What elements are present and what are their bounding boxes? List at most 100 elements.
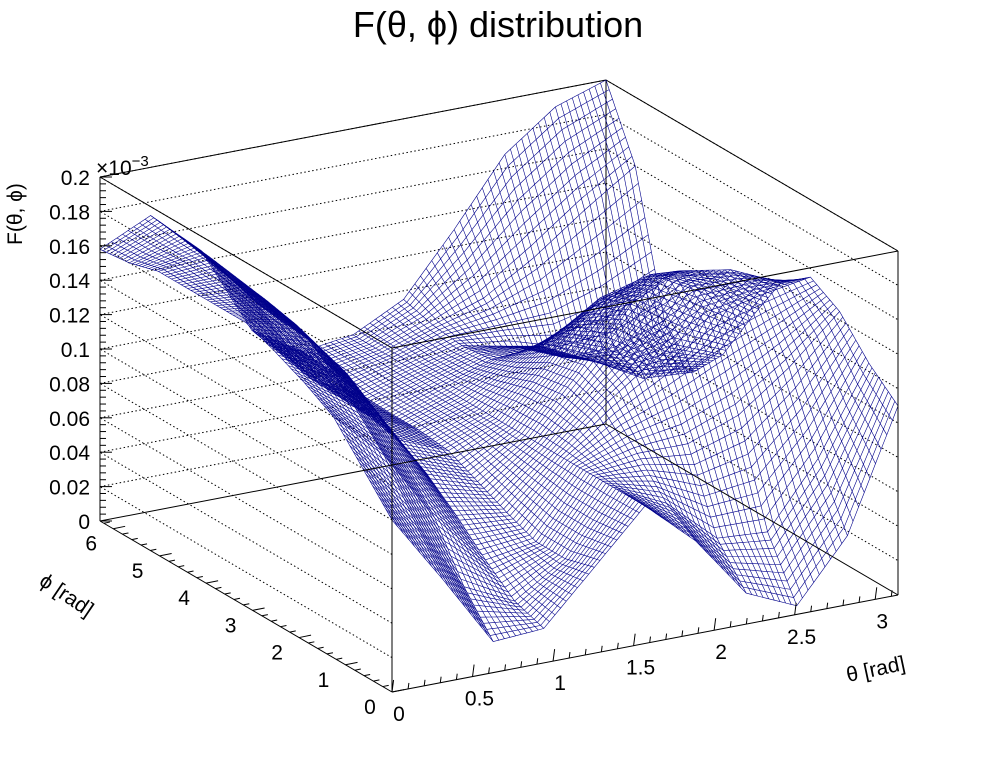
x-tick-label: 3	[876, 610, 888, 633]
z-exponent-text: −3	[132, 153, 149, 170]
z-gridline-right	[605, 148, 899, 321]
y-tick	[252, 607, 265, 611]
z-tick-label: 0.18	[49, 201, 90, 224]
x-tick	[472, 664, 475, 677]
box-back-bottom-edge	[99, 423, 607, 522]
y-tick-label: 1	[318, 669, 330, 692]
z-tick-label: 0.2	[61, 167, 90, 190]
mesh-line-theta	[324, 343, 618, 541]
mesh-line-theta	[453, 229, 747, 594]
y-tick	[317, 646, 324, 649]
x-tick	[568, 651, 571, 659]
y-tick	[103, 521, 110, 524]
z-gridline-back	[99, 354, 607, 453]
mesh-line-theta	[397, 303, 691, 538]
z-gridlines	[99, 79, 899, 659]
mesh-line-theta	[139, 222, 432, 567]
z-axis-title: F(θ, ϕ)	[4, 183, 27, 245]
mesh-line-theta	[600, 82, 893, 421]
z-tick-label: 0.02	[49, 477, 90, 500]
x-tick	[520, 661, 523, 668]
z-gridline-back	[99, 320, 607, 419]
x-tick	[874, 587, 878, 600]
x-tick-label: 1.5	[626, 657, 655, 680]
y-tick-label: 0	[364, 696, 376, 719]
mesh-line-phi	[99, 79, 607, 352]
mesh-line-phi	[106, 98, 613, 357]
mesh-line-theta	[583, 91, 876, 464]
axis-ticks	[100, 176, 893, 693]
z-gridline-right	[605, 251, 899, 424]
mesh-line-theta	[588, 88, 882, 450]
x-tick-label: 0	[393, 703, 405, 726]
mesh-line-theta	[572, 97, 865, 493]
y-tick	[373, 679, 380, 682]
x-tick	[407, 682, 410, 689]
mesh-line-theta	[262, 334, 556, 616]
y-tick	[280, 624, 287, 628]
y-tick	[243, 603, 250, 606]
z-gridline-back	[99, 251, 607, 350]
mesh-line-theta	[133, 226, 426, 560]
mesh-line-theta	[105, 245, 398, 527]
x-tick	[649, 636, 651, 643]
y-tick	[122, 532, 129, 535]
mesh-line-theta	[217, 276, 511, 638]
y-tick-label: 5	[132, 560, 144, 583]
mesh-line-theta	[274, 339, 567, 602]
x-tick	[681, 630, 684, 637]
y-tick	[140, 543, 148, 546]
x-tick	[761, 614, 764, 622]
mesh-line-theta	[307, 349, 601, 561]
y-tick	[298, 634, 312, 639]
x-tick	[697, 627, 700, 634]
y-tick-label: 3	[225, 614, 237, 637]
mesh-line-theta	[302, 351, 595, 568]
y-tick	[131, 537, 138, 541]
y-tick	[354, 668, 361, 671]
x-tick-label: 0.5	[465, 688, 494, 711]
mesh-line-theta	[335, 340, 629, 527]
z-gridline-left	[99, 314, 393, 487]
x-tick	[455, 673, 458, 680]
x-tick	[665, 633, 668, 640]
mesh-line-theta	[431, 260, 724, 571]
x-tick	[810, 605, 813, 612]
y-axis-title: ϕ [rad]	[35, 569, 97, 621]
mesh-line-theta	[341, 338, 634, 520]
y-tick	[261, 614, 268, 617]
y-tick	[336, 657, 343, 660]
x-axis-title: θ [rad]	[844, 652, 907, 687]
x-tick	[794, 602, 797, 615]
mesh-line-theta	[515, 143, 809, 591]
mesh-line-theta	[296, 348, 589, 575]
box-front-top-edge	[391, 250, 899, 349]
x-tick-label: 2	[715, 641, 727, 664]
surface-mesh	[99, 79, 899, 642]
x-tick	[536, 658, 539, 665]
chart-title: F(θ, ϕ) distribution	[352, 4, 644, 45]
z-gridline-back	[99, 148, 607, 247]
y-tick	[326, 652, 334, 655]
mesh-line-theta	[566, 100, 859, 508]
mesh-line-theta	[212, 268, 505, 639]
y-tick	[308, 641, 315, 644]
mesh-line-theta	[403, 299, 696, 542]
x-axis-line	[391, 594, 899, 693]
z-tick-label: 0.04	[49, 442, 90, 465]
mesh-line-theta	[498, 162, 792, 605]
mesh-line-theta	[538, 122, 831, 560]
mesh-line-theta	[510, 149, 803, 599]
mesh-line-theta	[352, 334, 646, 507]
y-tick	[187, 570, 194, 573]
mesh-line-theta	[251, 330, 545, 629]
mesh-line-theta	[420, 275, 713, 559]
y-tick	[345, 661, 358, 666]
z-gridline-back	[99, 182, 607, 281]
x-tick	[584, 648, 587, 656]
y-tick	[233, 597, 241, 600]
x-tick	[745, 618, 748, 625]
x-tick-label: 2.5	[787, 626, 816, 649]
axis-tick-labels: 00.511.522.53012345600.020.040.060.080.1…	[49, 167, 888, 726]
mesh-line-theta	[313, 347, 606, 554]
